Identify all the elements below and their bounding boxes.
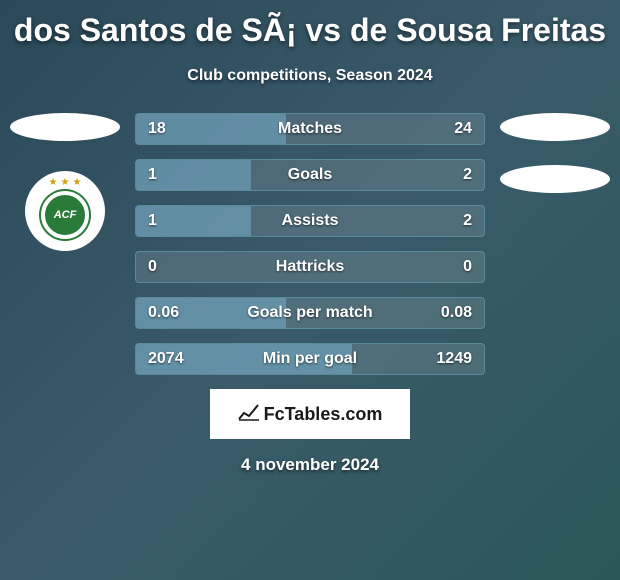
right-badge-column bbox=[495, 113, 615, 375]
attribution-text: FcTables.com bbox=[264, 404, 383, 425]
content-area: ★ ★ ★ ACF 18 Matches 24 1 Goals 2 1 Assi… bbox=[0, 113, 620, 375]
star-icon: ★ bbox=[72, 177, 81, 188]
player-placeholder-right-1 bbox=[500, 113, 610, 141]
player-placeholder-right-2 bbox=[500, 165, 610, 193]
date-text: 4 november 2024 bbox=[0, 455, 620, 475]
stat-left-value: 0.06 bbox=[148, 304, 179, 322]
stat-label: Goals bbox=[288, 166, 332, 184]
stat-row-assists: 1 Assists 2 bbox=[135, 205, 485, 237]
star-icon: ★ bbox=[49, 177, 58, 188]
stat-right-value: 0.08 bbox=[441, 304, 472, 322]
stat-right-value: 24 bbox=[454, 120, 472, 138]
left-badge-column: ★ ★ ★ ACF bbox=[5, 113, 125, 375]
stat-left-value: 1 bbox=[148, 166, 157, 184]
stat-label: Goals per match bbox=[247, 304, 372, 322]
stat-right-value: 2 bbox=[463, 212, 472, 230]
club-badge-inner: ACF bbox=[41, 191, 89, 239]
stat-left-value: 18 bbox=[148, 120, 166, 138]
stat-left-value: 1 bbox=[148, 212, 157, 230]
club-badge-left: ★ ★ ★ ACF bbox=[25, 171, 105, 251]
stat-row-mpg: 2074 Min per goal 1249 bbox=[135, 343, 485, 375]
attribution-box: FcTables.com bbox=[210, 389, 410, 439]
page-title: dos Santos de SÃ¡ vs de Sousa Freitas bbox=[0, 0, 620, 49]
star-icon: ★ bbox=[61, 177, 70, 188]
chart-icon bbox=[238, 403, 260, 426]
subtitle: Club competitions, Season 2024 bbox=[0, 67, 620, 85]
stat-right-value: 1249 bbox=[436, 350, 472, 368]
stat-row-matches: 18 Matches 24 bbox=[135, 113, 485, 145]
stat-label: Min per goal bbox=[263, 350, 357, 368]
stat-left-value: 0 bbox=[148, 258, 157, 276]
stat-row-gpm: 0.06 Goals per match 0.08 bbox=[135, 297, 485, 329]
stats-column: 18 Matches 24 1 Goals 2 1 Assists 2 0 Ha… bbox=[125, 113, 495, 375]
stat-right-value: 0 bbox=[463, 258, 472, 276]
stat-right-value: 2 bbox=[463, 166, 472, 184]
stat-label: Matches bbox=[278, 120, 342, 138]
stat-row-hattricks: 0 Hattricks 0 bbox=[135, 251, 485, 283]
stat-label: Hattricks bbox=[276, 258, 344, 276]
club-stars: ★ ★ ★ bbox=[49, 177, 82, 188]
club-abbr: ACF bbox=[54, 209, 77, 221]
stat-label: Assists bbox=[282, 212, 339, 230]
stat-row-goals: 1 Goals 2 bbox=[135, 159, 485, 191]
stat-left-value: 2074 bbox=[148, 350, 184, 368]
player-placeholder-left bbox=[10, 113, 120, 141]
